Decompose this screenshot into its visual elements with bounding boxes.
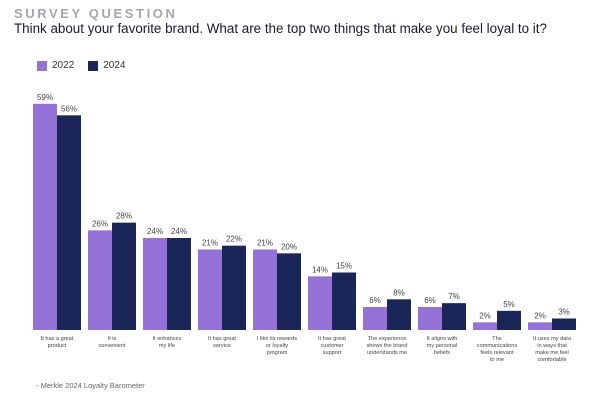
bar-2022-5 <box>308 276 332 330</box>
data-label-2022-0: 59% <box>37 93 53 102</box>
bar-2024-4 <box>277 253 301 330</box>
legend-item-2022: 2022 <box>37 60 74 71</box>
source-note: - Merkle 2024 Loyalty Barometer <box>36 381 145 390</box>
category-label-9: It uses my data in ways that make me feel c… <box>533 336 572 363</box>
bar-2022-8 <box>473 322 497 330</box>
bar-2022-2 <box>143 238 167 330</box>
legend: 2022 2024 <box>37 60 140 71</box>
category-label-8: The communications feels relevant to me <box>477 336 518 363</box>
bar-2024-6 <box>387 299 411 330</box>
bar-2022-1 <box>88 230 112 330</box>
bar-2024-8 <box>497 310 521 330</box>
bar-2024-5 <box>332 272 356 330</box>
bar-2024-9 <box>552 318 576 330</box>
data-label-2022-6: 6% <box>369 296 381 305</box>
bar-2022-4 <box>253 249 277 330</box>
legend-swatch-2022 <box>37 60 47 71</box>
bar-2024-1 <box>112 222 136 330</box>
data-label-2024-6: 8% <box>393 288 405 297</box>
data-label-2024-7: 7% <box>448 292 460 301</box>
category-label-6: The experience shows the brand understands… <box>366 336 407 356</box>
category-label-5: It has great customer support <box>318 336 346 356</box>
data-label-2024-1: 28% <box>116 212 132 221</box>
data-label-2024-3: 22% <box>226 235 242 244</box>
data-label-2024-0: 56% <box>61 104 77 113</box>
data-label-2024-8: 5% <box>503 300 515 309</box>
bar-2024-7 <box>442 303 466 330</box>
legend-label-2022: 2022 <box>52 60 75 71</box>
data-label-2024-2: 24% <box>171 227 187 236</box>
bar-2024-3 <box>222 245 246 330</box>
eyebrow-label: SURVEY QUESTION <box>14 6 178 21</box>
bar-2022-6 <box>363 307 387 330</box>
bar-2024-0 <box>57 115 81 330</box>
legend-label-2024: 2024 <box>103 60 126 71</box>
survey-question: Think about your favorite brand. What ar… <box>14 21 547 36</box>
data-label-2022-2: 24% <box>147 227 163 236</box>
legend-item-2024: 2024 <box>88 60 126 71</box>
data-label-2024-5: 15% <box>336 262 352 271</box>
category-label-4: I like its rewards or loyalty program <box>257 336 297 356</box>
bar-2022-7 <box>418 307 442 330</box>
category-label-2: It enhances my life <box>153 336 182 349</box>
data-label-2022-9: 2% <box>534 311 546 320</box>
data-label-2022-5: 14% <box>312 265 328 274</box>
data-label-2022-7: 6% <box>424 296 436 305</box>
data-label-2022-4: 21% <box>257 239 273 248</box>
data-label-2024-9: 3% <box>558 308 570 317</box>
category-label-1: It is convenient <box>98 336 126 349</box>
bar-2024-2 <box>167 238 191 330</box>
bar-2022-9 <box>528 322 552 330</box>
legend-swatch-2024 <box>88 60 99 71</box>
data-label-2024-4: 20% <box>281 242 297 251</box>
category-label-7: It aligns with my personal beliefs <box>427 336 458 356</box>
bar-2022-0 <box>33 103 57 330</box>
category-label-3: It has great service <box>208 336 236 349</box>
bar-2022-3 <box>198 249 222 330</box>
data-label-2022-1: 26% <box>92 219 108 228</box>
category-label-0: It has a great product <box>41 336 74 349</box>
data-label-2022-8: 2% <box>479 311 491 320</box>
data-label-2022-3: 21% <box>202 239 218 248</box>
